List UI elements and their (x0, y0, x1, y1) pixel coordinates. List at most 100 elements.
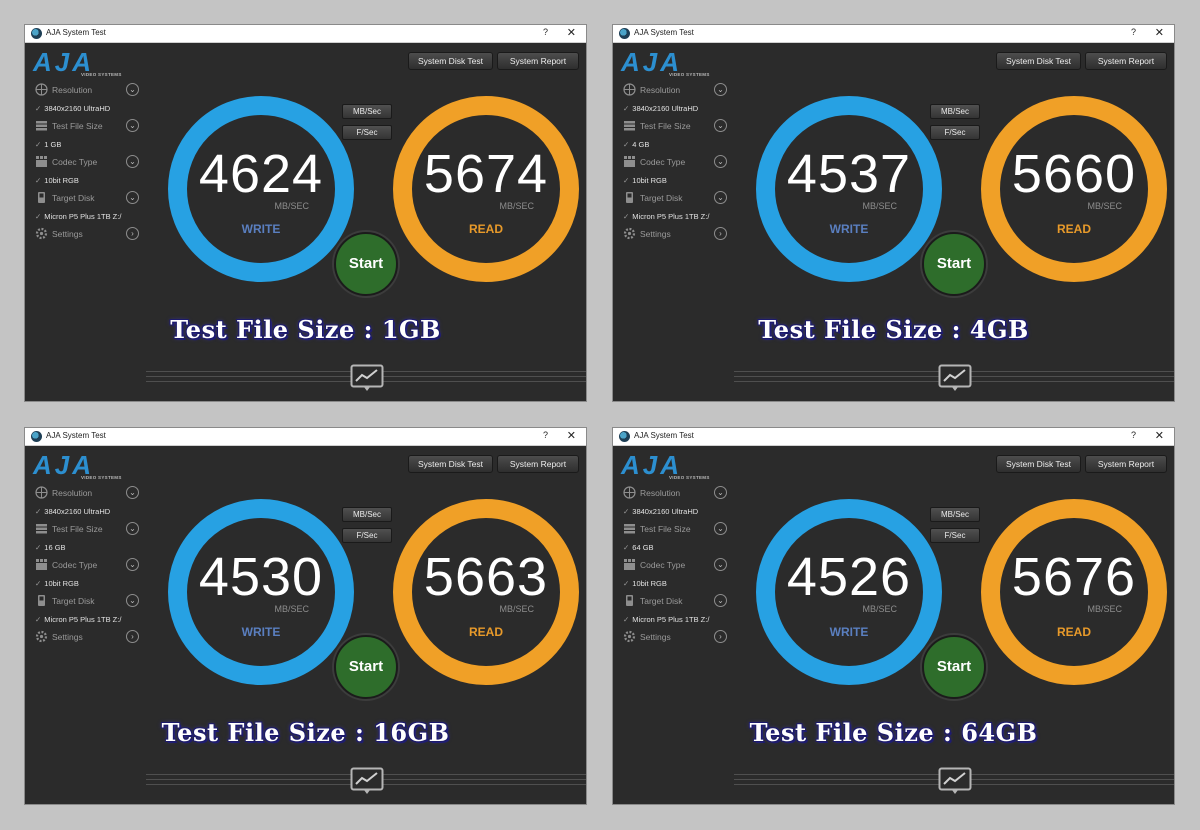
sidebar-item-test-file-size[interactable]: Test File Size ⌄ (33, 520, 139, 538)
sidebar-item-codec-type[interactable]: Codec Type ⌄ (621, 153, 727, 171)
sidebar-item-resolution[interactable]: Resolution ⌄ (33, 484, 139, 502)
chevron-down-icon[interactable]: ⌄ (714, 522, 727, 535)
read-gauge: 5663 MB/SEC READ (393, 499, 579, 685)
settings-icon (623, 630, 636, 643)
codec-label: Codec Type (52, 157, 98, 167)
start-button[interactable]: Start (334, 232, 398, 296)
help-button[interactable]: ? (1130, 430, 1136, 440)
chevron-down-icon[interactable]: ⌄ (714, 155, 727, 168)
read-value: 5676 (1011, 547, 1137, 607)
start-button[interactable]: Start (334, 635, 398, 699)
sidebar-item-codec-type[interactable]: Codec Type ⌄ (33, 556, 139, 574)
chevron-down-icon[interactable]: ⌄ (714, 83, 727, 96)
codec-label: Codec Type (640, 157, 686, 167)
start-button[interactable]: Start (922, 232, 986, 296)
chevron-right-icon[interactable]: › (126, 227, 139, 240)
system-report-button[interactable]: System Report (1085, 455, 1167, 473)
help-button[interactable]: ? (542, 27, 548, 37)
read-value: 5660 (1011, 144, 1137, 204)
system-disk-test-button[interactable]: System Disk Test (408, 52, 493, 70)
frames-per-sec-button[interactable]: F/Sec (930, 125, 980, 140)
mb-per-sec-button[interactable]: MB/Sec (342, 507, 392, 522)
sidebar-item-resolution[interactable]: Resolution ⌄ (621, 484, 727, 502)
chevron-right-icon[interactable]: › (714, 227, 727, 240)
disk-icon (626, 192, 633, 203)
sidebar-item-test-file-size[interactable]: Test File Size ⌄ (33, 117, 139, 135)
settings-label: Settings (52, 632, 83, 642)
sidebar-item-codec-type[interactable]: Codec Type ⌄ (621, 556, 727, 574)
sidebar-item-resolution[interactable]: Resolution ⌄ (621, 81, 727, 99)
resolution-label: Resolution (640, 85, 681, 95)
app-icon (31, 431, 42, 442)
settings-icon (623, 227, 636, 240)
codec-label: Codec Type (52, 560, 98, 570)
close-button[interactable]: ✕ (1154, 27, 1164, 39)
window-title: AJA System Test (46, 28, 106, 37)
start-button[interactable]: Start (922, 635, 986, 699)
graph-icon[interactable] (350, 364, 384, 392)
sidebar-item-resolution[interactable]: Resolution ⌄ (33, 81, 139, 99)
system-disk-test-button[interactable]: System Disk Test (408, 455, 493, 473)
frames-per-sec-button[interactable]: F/Sec (342, 125, 392, 140)
target-disk-label: Target Disk (640, 596, 683, 606)
target-disk-label: Target Disk (640, 193, 683, 203)
frames-per-sec-button[interactable]: F/Sec (930, 528, 980, 543)
write-label: WRITE (241, 222, 281, 236)
sidebar-item-test-file-size[interactable]: Test File Size ⌄ (621, 520, 727, 538)
sidebar-item-target-disk[interactable]: Target Disk ⌄ (33, 592, 139, 610)
write-unit-label: MB/SEC (274, 604, 309, 614)
aja-logo: AJA VIDEO SYSTEMS (33, 450, 133, 482)
mb-per-sec-button[interactable]: MB/Sec (930, 507, 980, 522)
title-bar: AJA System Test ? ✕ (25, 25, 586, 43)
graph-icon[interactable] (350, 767, 384, 795)
sidebar-item-test-file-size[interactable]: Test File Size ⌄ (621, 117, 727, 135)
chevron-down-icon[interactable]: ⌄ (714, 191, 727, 204)
write-unit-label: MB/SEC (862, 604, 897, 614)
sidebar-item-settings[interactable]: Settings › (33, 628, 139, 646)
close-button[interactable]: ✕ (1154, 430, 1164, 442)
chevron-down-icon[interactable]: ⌄ (126, 522, 139, 535)
chevron-down-icon[interactable]: ⌄ (126, 486, 139, 499)
sidebar-item-target-disk[interactable]: Target Disk ⌄ (33, 189, 139, 207)
logo-text: AJA (621, 450, 683, 480)
close-button[interactable]: ✕ (566, 27, 576, 39)
close-button[interactable]: ✕ (566, 430, 576, 442)
sidebar-item-settings[interactable]: Settings › (33, 225, 139, 243)
graph-icon[interactable] (938, 767, 972, 795)
system-report-button[interactable]: System Report (497, 52, 579, 70)
chevron-down-icon[interactable]: ⌄ (126, 558, 139, 571)
sidebar-item-target-disk[interactable]: Target Disk ⌄ (621, 189, 727, 207)
sidebar-item-settings[interactable]: Settings › (621, 628, 727, 646)
file-size-value: ✓ 16 GB (35, 543, 66, 552)
chevron-down-icon[interactable]: ⌄ (714, 594, 727, 607)
chevron-down-icon[interactable]: ⌄ (126, 83, 139, 96)
write-label: WRITE (829, 625, 869, 639)
help-button[interactable]: ? (542, 430, 548, 440)
chevron-down-icon[interactable]: ⌄ (126, 119, 139, 132)
system-report-button[interactable]: System Report (1085, 52, 1167, 70)
help-button[interactable]: ? (1130, 27, 1136, 37)
sidebar-item-settings[interactable]: Settings › (621, 225, 727, 243)
system-disk-test-button[interactable]: System Disk Test (996, 52, 1081, 70)
chevron-down-icon[interactable]: ⌄ (714, 486, 727, 499)
frames-per-sec-button[interactable]: F/Sec (342, 528, 392, 543)
system-disk-test-button[interactable]: System Disk Test (996, 455, 1081, 473)
system-report-button[interactable]: System Report (497, 455, 579, 473)
chevron-down-icon[interactable]: ⌄ (126, 155, 139, 168)
write-value: 4526 (786, 547, 912, 607)
file-size-value: ✓ 4 GB (623, 140, 650, 149)
mb-per-sec-button[interactable]: MB/Sec (930, 104, 980, 119)
graph-icon[interactable] (938, 364, 972, 392)
chevron-down-icon[interactable]: ⌄ (126, 191, 139, 204)
chevron-down-icon[interactable]: ⌄ (714, 119, 727, 132)
chevron-down-icon[interactable]: ⌄ (126, 594, 139, 607)
chevron-right-icon[interactable]: › (126, 630, 139, 643)
chevron-down-icon[interactable]: ⌄ (714, 558, 727, 571)
sidebar-item-codec-type[interactable]: Codec Type ⌄ (33, 153, 139, 171)
mb-per-sec-button[interactable]: MB/Sec (342, 104, 392, 119)
test-file-size-caption: Test File Size : 1GB (170, 315, 441, 344)
chevron-right-icon[interactable]: › (714, 630, 727, 643)
sidebar-item-target-disk[interactable]: Target Disk ⌄ (621, 592, 727, 610)
resolution-icon (623, 83, 636, 96)
file-size-icon (624, 121, 635, 131)
